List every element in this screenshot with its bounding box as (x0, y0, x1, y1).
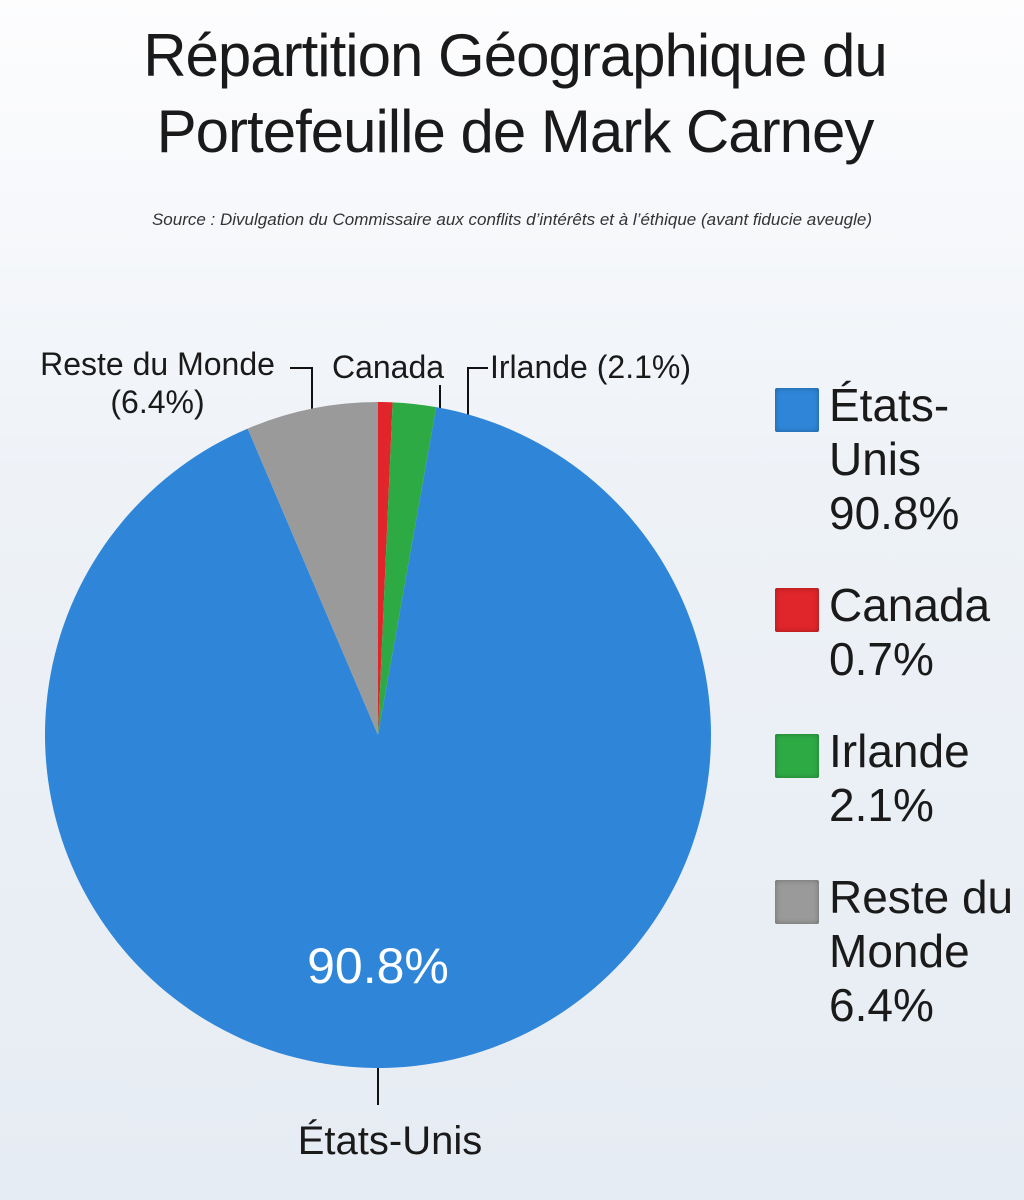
legend-label: États-Unis (829, 379, 950, 485)
legend-entry: Irlande 2.1% (775, 724, 1020, 832)
legend-entry: Canada 0.7% (775, 578, 1020, 686)
legend-label: Reste du Monde (829, 871, 1014, 977)
leader-line (467, 367, 488, 432)
pie-slice (378, 402, 393, 735)
legend-entry: États-Unis 90.8% (775, 378, 1020, 540)
legend-value: 90.8% (829, 487, 960, 539)
legend-value: 0.7% (829, 633, 934, 685)
legend-label: Irlande (829, 725, 970, 777)
legend-swatch (775, 880, 819, 924)
pie-slice (247, 402, 378, 735)
slice-label: Canada (331, 349, 445, 385)
legend-label: Canada (829, 579, 991, 631)
chart-subtitle: Source : Divulgation du Commissaire aux … (151, 210, 873, 229)
legend-text: Canada 0.7% (829, 578, 1014, 686)
legend-value: 6.4% (829, 979, 934, 1031)
legend-swatch (775, 588, 819, 632)
legend-swatch (775, 388, 819, 432)
legend-text: États-Unis 90.8% (829, 378, 1014, 540)
slice-label: Irlande (2.1%) (490, 349, 691, 385)
legend-text: Irlande 2.1% (829, 724, 1014, 832)
legend-entry: Reste du Monde 6.4% (775, 870, 1020, 1032)
legend: États-Unis 90.8% Canada 0.7% Irlande 2.1% Rest… (775, 378, 1020, 1070)
pie-slice (378, 402, 437, 735)
pie-slice (45, 407, 712, 1068)
chart-title: Répartition Géographique du Portefeuille… (143, 22, 888, 165)
slice-label: Reste du Monde (6.4%) (40, 346, 275, 420)
legend-text: Reste du Monde 6.4% (829, 870, 1014, 1032)
slice-label: États-Unis (297, 1119, 483, 1163)
legend-value: 2.1% (829, 779, 934, 831)
legend-swatch (775, 734, 819, 778)
slice-value-label: 90.8% (307, 938, 449, 994)
